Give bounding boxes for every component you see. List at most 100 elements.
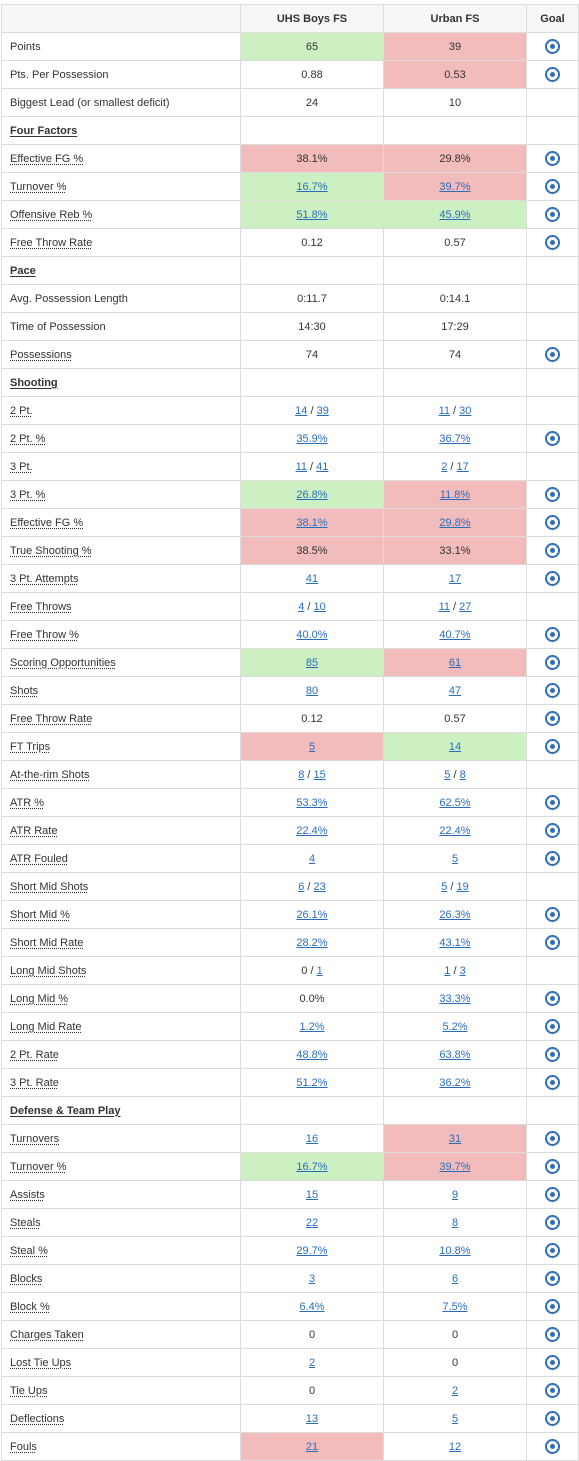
goal-target-icon[interactable] <box>545 935 560 950</box>
stat-link[interactable]: 1.2% <box>299 1020 325 1033</box>
goal-target-icon[interactable] <box>545 1131 560 1146</box>
stat-link[interactable]: 22.4% <box>439 824 471 837</box>
stat-link[interactable]: 30 <box>459 404 472 417</box>
goal-target-icon[interactable] <box>545 1327 560 1342</box>
stat-link[interactable]: 27 <box>459 600 472 613</box>
stat-link[interactable]: 40.7% <box>439 628 471 641</box>
stat-link[interactable]: 6.4% <box>299 1300 325 1313</box>
stat-link[interactable]: 23 <box>313 880 326 893</box>
goal-target-icon[interactable] <box>545 515 560 530</box>
goal-target-icon[interactable] <box>545 207 560 222</box>
stat-link[interactable]: 17 <box>456 460 469 473</box>
goal-target-icon[interactable] <box>545 823 560 838</box>
stat-link[interactable]: 15 <box>313 768 326 781</box>
stat-link[interactable]: 16.7% <box>296 1160 328 1173</box>
goal-target-icon[interactable] <box>545 1187 560 1202</box>
goal-target-icon[interactable] <box>545 1243 560 1258</box>
stat-link[interactable]: 22.4% <box>296 824 328 837</box>
goal-target-icon[interactable] <box>545 795 560 810</box>
stat-link[interactable]: 4 <box>308 852 316 865</box>
goal-target-icon[interactable] <box>545 1159 560 1174</box>
stat-link[interactable]: 16.7% <box>296 180 328 193</box>
goal-target-icon[interactable] <box>545 655 560 670</box>
stat-link[interactable]: 38.1% <box>296 516 328 529</box>
stat-link[interactable]: 16 <box>305 1132 319 1145</box>
stat-link[interactable]: 26.8% <box>296 488 328 501</box>
stat-link[interactable]: 33.3% <box>439 992 471 1005</box>
stat-link[interactable]: 2 <box>441 460 448 473</box>
stat-link[interactable]: 26.3% <box>439 908 471 921</box>
stat-link[interactable]: 11.8% <box>439 488 471 501</box>
stat-link[interactable]: 5 <box>451 852 459 865</box>
goal-target-icon[interactable] <box>545 347 560 362</box>
goal-target-icon[interactable] <box>545 1355 560 1370</box>
goal-target-icon[interactable] <box>545 179 560 194</box>
stat-link[interactable]: 47 <box>448 684 462 697</box>
stat-link[interactable]: 36.7% <box>439 432 471 445</box>
stat-link[interactable]: 29.8% <box>439 516 471 529</box>
stat-link[interactable]: 35.9% <box>296 432 328 445</box>
stat-link[interactable]: 51.8% <box>296 208 328 221</box>
goal-target-icon[interactable] <box>545 235 560 250</box>
stat-link[interactable]: 10 <box>313 600 326 613</box>
stat-link[interactable]: 22 <box>305 1216 319 1229</box>
goal-target-icon[interactable] <box>545 907 560 922</box>
stat-link[interactable]: 80 <box>305 684 319 697</box>
goal-target-icon[interactable] <box>545 1047 560 1062</box>
stat-link[interactable]: 12 <box>448 1440 462 1453</box>
stat-link[interactable]: 2 <box>308 1356 316 1369</box>
stat-link[interactable]: 5.2% <box>442 1020 468 1033</box>
goal-target-icon[interactable] <box>545 67 560 82</box>
stat-link[interactable]: 3 <box>308 1272 316 1285</box>
stat-link[interactable]: 51.2% <box>296 1076 328 1089</box>
goal-target-icon[interactable] <box>545 627 560 642</box>
goal-target-icon[interactable] <box>545 431 560 446</box>
stat-link[interactable]: 14 <box>295 404 308 417</box>
goal-target-icon[interactable] <box>545 1411 560 1426</box>
stat-link[interactable]: 9 <box>451 1188 459 1201</box>
stat-link[interactable]: 11 <box>438 600 450 613</box>
goal-target-icon[interactable] <box>545 1075 560 1090</box>
goal-target-icon[interactable] <box>545 991 560 1006</box>
goal-target-icon[interactable] <box>545 711 560 726</box>
goal-target-icon[interactable] <box>545 151 560 166</box>
goal-target-icon[interactable] <box>545 1271 560 1286</box>
goal-target-icon[interactable] <box>545 543 560 558</box>
stat-link[interactable]: 26.1% <box>296 908 328 921</box>
stat-link[interactable]: 63.8% <box>439 1048 471 1061</box>
stat-link[interactable]: 39.7% <box>439 180 471 193</box>
goal-target-icon[interactable] <box>545 1215 560 1230</box>
stat-link[interactable]: 85 <box>305 656 319 669</box>
stat-link[interactable]: 15 <box>305 1188 319 1201</box>
stat-link[interactable]: 62.5% <box>439 796 471 809</box>
stat-link[interactable]: 61 <box>448 656 462 669</box>
stat-link[interactable]: 5 <box>451 1412 459 1425</box>
stat-link[interactable]: 31 <box>448 1132 462 1145</box>
stat-link[interactable]: 41 <box>305 572 319 585</box>
stat-link[interactable]: 43.1% <box>439 936 471 949</box>
stat-link[interactable]: 2 <box>451 1384 459 1397</box>
stat-link[interactable]: 1 <box>444 964 451 977</box>
stat-link[interactable]: 8 <box>298 768 305 781</box>
stat-link[interactable]: 6 <box>451 1272 459 1285</box>
goal-target-icon[interactable] <box>545 1439 560 1454</box>
stat-link[interactable]: 45.9% <box>439 208 471 221</box>
stat-link[interactable]: 39.7% <box>439 1160 471 1173</box>
stat-link[interactable]: 8 <box>451 1216 459 1229</box>
stat-link[interactable]: 48.8% <box>296 1048 328 1061</box>
stat-link[interactable]: 14 <box>448 740 462 753</box>
stat-link[interactable]: 28.2% <box>296 936 328 949</box>
stat-link[interactable]: 10.8% <box>439 1244 471 1257</box>
stat-link[interactable]: 5 <box>444 768 451 781</box>
stat-link[interactable]: 29.7% <box>296 1244 328 1257</box>
goal-target-icon[interactable] <box>545 739 560 754</box>
stat-link[interactable]: 3 <box>459 964 466 977</box>
goal-target-icon[interactable] <box>545 1383 560 1398</box>
stat-link[interactable]: 17 <box>448 572 462 585</box>
goal-target-icon[interactable] <box>545 487 560 502</box>
stat-link[interactable]: 53.3% <box>296 796 328 809</box>
stat-link[interactable]: 5 <box>308 740 316 753</box>
goal-target-icon[interactable] <box>545 571 560 586</box>
stat-link[interactable]: 11 <box>295 460 307 473</box>
stat-link[interactable]: 40.0% <box>296 628 328 641</box>
